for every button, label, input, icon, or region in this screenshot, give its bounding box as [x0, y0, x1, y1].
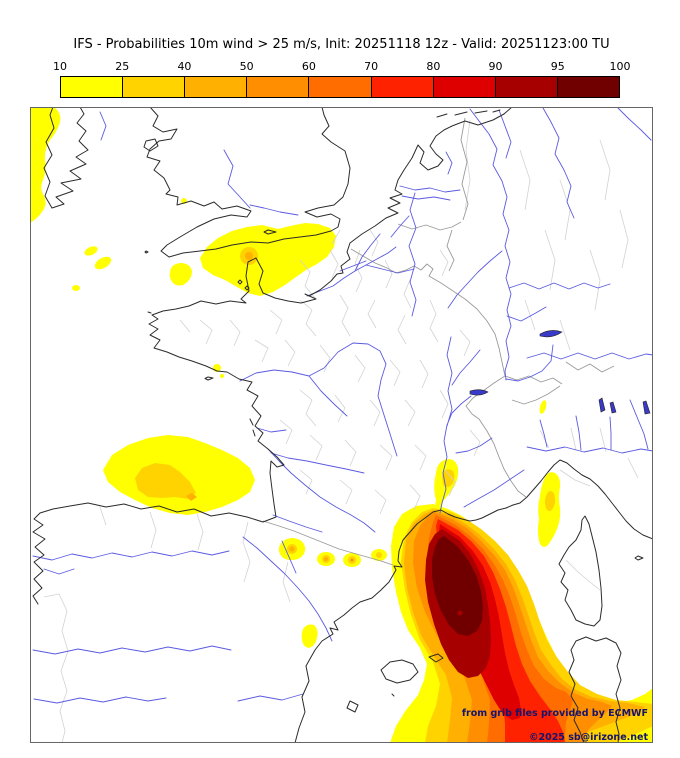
coast-anglesey — [143, 138, 159, 152]
contour-blob — [220, 374, 224, 378]
admin-boundaries — [43, 119, 639, 743]
colorbar-tick-label: 100 — [609, 60, 631, 73]
coast-sardinia — [568, 636, 622, 743]
colorbar-tick-label: 10 — [53, 60, 67, 73]
lake-como — [609, 401, 617, 414]
chart-title: IFS - Probabilities 10m wind > 25 m/s, I… — [73, 37, 610, 52]
map-area: from grib files provided by ECMWF ©2025 … — [30, 107, 653, 743]
colorbar-cell-95 — [556, 76, 620, 98]
contour-blob — [301, 624, 318, 648]
contour-blob — [245, 252, 253, 260]
contour-blob — [30, 107, 61, 223]
colorbar-cell-80 — [432, 76, 496, 98]
country-borders — [262, 117, 615, 566]
colorbar-cell-90 — [494, 76, 558, 98]
colorbar — [60, 76, 620, 98]
colorbar-cell-70 — [370, 76, 434, 98]
attribution-source: from grib files provided by ECMWF — [462, 708, 648, 719]
colorbar-cell-50 — [246, 76, 310, 98]
colorbar-tick-label: 25 — [115, 60, 130, 73]
coast-great-britain — [146, 107, 351, 258]
coast-continent-atlantic — [32, 107, 513, 605]
lake-garda — [642, 400, 651, 415]
contour-blob — [186, 493, 197, 501]
lake-constance — [539, 330, 563, 338]
coast-mediterranean — [294, 459, 653, 743]
colorbar-tick-label: 90 — [488, 60, 503, 73]
contour-inner-dot — [457, 610, 463, 616]
contour-blob — [200, 223, 336, 296]
colorbar-tick-label: 95 — [550, 60, 565, 73]
coast-corsica — [558, 515, 603, 627]
colorbar-tick-label: 60 — [301, 60, 316, 73]
lake-geneva — [469, 389, 489, 396]
contour-ring-95 — [432, 536, 483, 636]
coast-frisian-islands — [436, 109, 501, 118]
colorbar-tick-label: 50 — [239, 60, 254, 73]
contour-blob — [135, 463, 196, 499]
rivers — [32, 107, 653, 704]
coast-menorca — [428, 653, 444, 663]
contour-blob — [544, 491, 556, 511]
lakes — [469, 330, 651, 415]
probability-contours — [30, 107, 653, 743]
lake-maggiore — [598, 397, 606, 413]
attribution-copyright: ©2025 sb@irizone.net — [529, 732, 648, 743]
coast-mallorca — [380, 659, 419, 684]
contour-blob — [169, 263, 192, 286]
colorbar-tick-label: 80 — [426, 60, 441, 73]
coast-ireland — [43, 107, 89, 209]
contour-blob — [442, 469, 455, 487]
coast-ibiza — [346, 700, 359, 713]
colorbar-tick-label: 40 — [177, 60, 192, 73]
map-frame — [30, 107, 653, 743]
colorbar-cell-40 — [184, 76, 248, 98]
coast-small-islands — [144, 229, 644, 697]
coastlines — [32, 107, 653, 743]
colorbar-tick-labels: 10 25 40 50 60 70 80 90 95 100 — [0, 60, 680, 74]
contour-blob — [84, 246, 98, 256]
contour-blob — [72, 285, 80, 291]
contour-blob — [539, 400, 547, 414]
colorbar-cell-60 — [308, 76, 372, 98]
colorbar-tick-label: 70 — [364, 60, 379, 73]
contour-blob — [94, 256, 112, 270]
colorbar-cell-25 — [122, 76, 186, 98]
colorbar-cell-10 — [60, 76, 124, 98]
